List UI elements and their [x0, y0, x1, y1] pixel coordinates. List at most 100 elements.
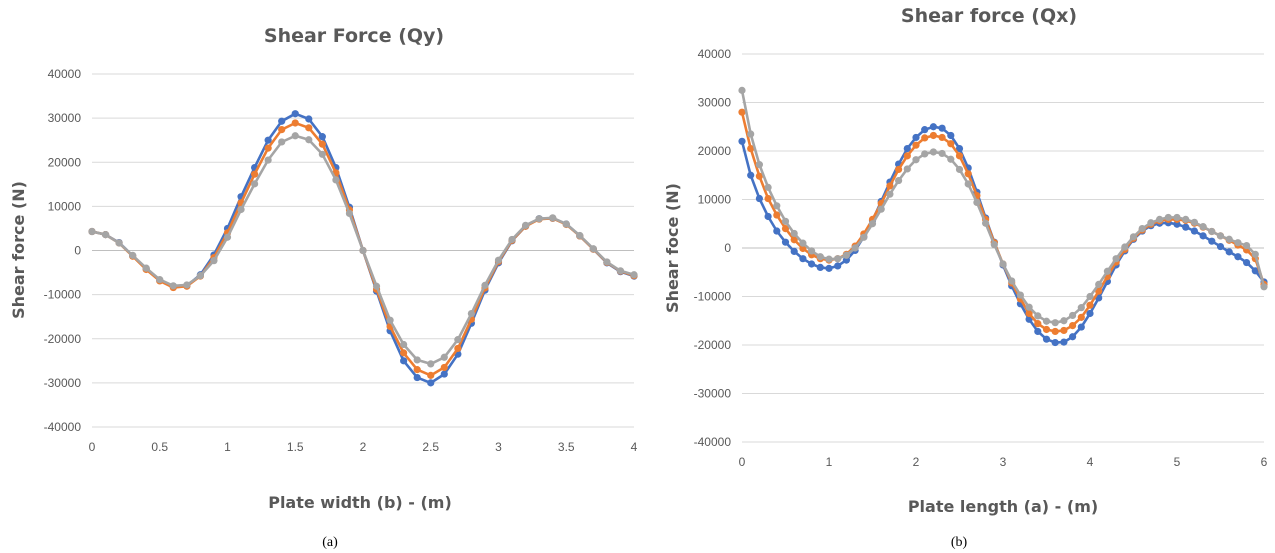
chart-a-series-3-point [359, 246, 367, 255]
chart-b-series-2-point [903, 152, 911, 160]
chart-a-series-1-point [427, 379, 435, 387]
chart-b-series-3-point [886, 190, 894, 198]
chart-b-y-tick-label: 0 [724, 241, 731, 255]
chart-a-series-3-point [494, 256, 503, 264]
chart-b-y-tick-label: -10000 [694, 290, 732, 304]
chart-b-series-1-point [747, 171, 755, 179]
chart-b-series-2-point [895, 165, 903, 174]
chart-a-x-tick-label: 3.5 [558, 440, 575, 454]
chart-a-x-tick-label: 2 [360, 440, 367, 454]
chart-a-series-3-point [535, 215, 543, 223]
chart-b-series-3-point [877, 205, 885, 213]
chart-a-series-3-point [400, 340, 408, 349]
chart-a-series-3-point [129, 251, 137, 259]
chart-b-series-2-point [955, 152, 964, 160]
chart-b-series-1-point [755, 194, 763, 203]
chart-b-series-3-point [1086, 292, 1094, 301]
chart-b-series-1-point [1234, 253, 1242, 261]
chart-a-series-3-point [251, 180, 259, 188]
chart-b-svg: Shear force (Qx) Shear foce (N) Plate le… [663, 5, 1268, 550]
chart-b-series-3-point [851, 244, 859, 252]
chart-a-y-axis-title: Shear force (N) [9, 181, 28, 319]
chart-b-series-1-point [1243, 258, 1251, 267]
chart-a-y-tick-label: 40000 [48, 67, 82, 81]
chart-a-series-3-point [345, 209, 354, 218]
chart-b-series-3-point [1164, 213, 1172, 222]
chart-b-series-1-point [799, 255, 807, 263]
chart-panel-a: Shear Force (Qy) Shear force (N) Plate w… [9, 25, 638, 550]
chart-a-y-tick-label: 10000 [48, 199, 82, 213]
chart-a-y-tick-label: 30000 [48, 111, 82, 125]
chart-b-series-3-point [860, 233, 868, 241]
chart-a-series-2-point [264, 144, 272, 152]
chart-b-series-3-point [1051, 319, 1059, 327]
chart-b-series-3-point [1208, 227, 1216, 236]
chart-b-series-1-point [938, 124, 946, 132]
chart-a-series-2-point [251, 170, 259, 178]
chart-b-series-2-point [799, 244, 807, 253]
chart-b-series-3-point [999, 260, 1007, 268]
chart-b-series-2-point [929, 131, 937, 140]
chart-b-series-1-point [808, 260, 816, 268]
chart-b-x-tick-label: 3 [1000, 455, 1007, 469]
chart-b-x-tick-label: 0 [739, 455, 746, 469]
chart-b-series-2-point [912, 141, 920, 149]
chart-a-series-3-point [169, 282, 177, 290]
chart-b-series-2-point [747, 144, 755, 153]
chart-b-series-3-point [1173, 213, 1181, 222]
chart-a-x-tick-label: 1.5 [287, 440, 304, 454]
chart-a-series-3-point [372, 282, 381, 290]
chart-b-series-3-point [1016, 291, 1024, 299]
chart-b-y-tick-label: 10000 [698, 193, 732, 207]
chart-a-series-3-point [142, 264, 150, 272]
chart-a-series-2-point [278, 125, 286, 134]
chart-b-series-3-point [1008, 277, 1016, 285]
chart-b-series-3-point [1060, 317, 1068, 325]
chart-b-series-3-point [903, 165, 911, 173]
chart-b-series-2-point [1025, 309, 1033, 318]
chart-a-caption: (a) [322, 535, 338, 550]
chart-b-series-1-point [816, 263, 824, 271]
chart-b-series-3-line [740, 90, 1266, 325]
chart-b-series-1-point [1199, 232, 1207, 240]
chart-b-series-3-point [990, 241, 998, 249]
chart-a-series-1-point [264, 136, 272, 144]
chart-a-series-1-point [305, 115, 313, 123]
chart-b-series-2-point [1095, 287, 1103, 295]
chart-b-y-tick-label: -20000 [694, 338, 732, 352]
chart-a-series-3-point [278, 138, 286, 146]
chart-a-series-3-point [454, 336, 462, 344]
chart-b-series-2-point [1034, 320, 1042, 328]
chart-b-series-3-point [1042, 317, 1051, 325]
chart-b-series-1-point [1225, 248, 1233, 256]
chart-b-x-axis-title: Plate length (a) - (m) [908, 497, 1098, 516]
chart-b-x-tick-label: 1 [826, 455, 833, 469]
chart-b-series-3-point [955, 165, 964, 174]
chart-b-series-2-point [1051, 327, 1059, 336]
chart-a-series-3-point [467, 309, 475, 318]
chart-b-series-3-point [781, 217, 790, 225]
chart-b-series-1-point [764, 212, 772, 221]
chart-b-series-2-point [764, 194, 772, 203]
chart-b-series-3-point [1182, 215, 1190, 223]
chart-a-series-3-point [386, 316, 394, 324]
chart-a-series-3-point [237, 205, 245, 214]
chart-a-series-3-point [562, 220, 570, 228]
chart-b-series-1-line [740, 125, 1266, 344]
chart-b-series-3-point [964, 180, 972, 188]
chart-b-series-2-point [773, 211, 781, 219]
chart-a-series-3-point [549, 214, 557, 222]
chart-b-series-3-point [1112, 255, 1120, 263]
chart-b-series-1-point [1216, 242, 1225, 251]
chart-b-series-1-point [1208, 237, 1216, 245]
chart-a-series-3-point [481, 281, 489, 289]
chart-b-series-2-point [781, 225, 790, 233]
chart-b-caption: (b) [951, 535, 968, 550]
chart-b-series-3-point [799, 239, 807, 247]
chart-b-series-1-point [1034, 327, 1042, 336]
chart-b-series-2-point [1042, 325, 1051, 334]
chart-b-y-tick-label: 30000 [698, 96, 732, 110]
chart-b-series-2-point [1077, 313, 1085, 321]
chart-b-series-3-point [982, 219, 990, 227]
chart-a-series-3-point [630, 271, 638, 279]
